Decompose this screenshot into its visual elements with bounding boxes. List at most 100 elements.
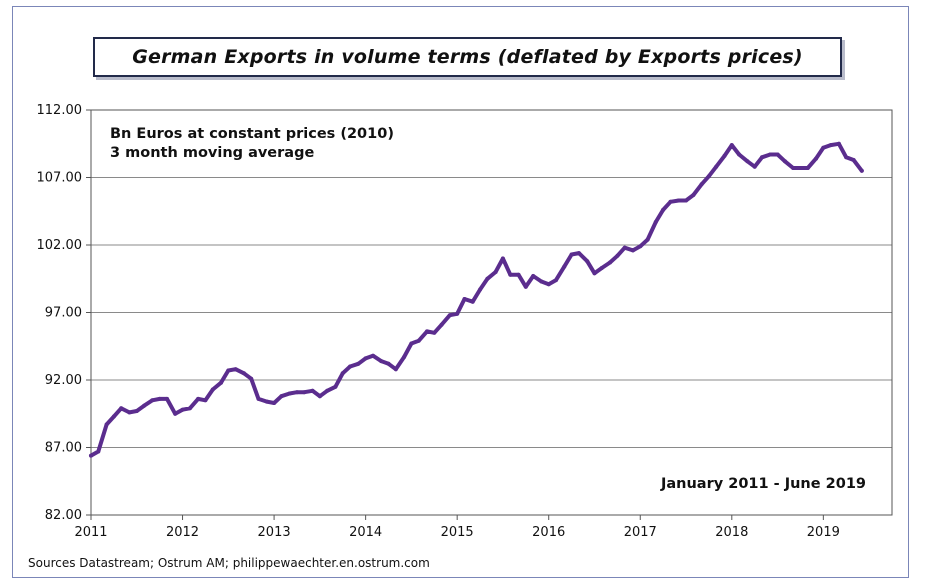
data-point-6 [134,409,139,413]
x-tick-label-4: 2015 [441,525,474,540]
data-point-14 [196,396,201,401]
data-point-53 [493,270,498,274]
data-point-76 [668,199,673,204]
data-point-99 [844,155,849,160]
data-point-32 [333,384,338,389]
data-point-37 [371,353,375,358]
data-point-89 [768,152,773,157]
x-tick-label-6: 2017 [624,525,657,540]
data-point-43 [416,338,421,343]
y-tick-label-4: 102.00 [37,238,83,253]
data-point-67 [599,266,604,270]
data-point-40 [393,367,398,372]
data-point-9 [157,396,162,401]
x-tick-label-2: 2013 [258,525,291,540]
data-point-84 [729,143,734,148]
moving-average-annotation: 3 month moving average [110,145,314,161]
data-point-72 [638,244,643,249]
data-point-69 [615,253,620,258]
data-point-70 [622,245,627,250]
data-point-78 [684,198,688,203]
data-point-49 [462,297,467,301]
data-point-38 [379,359,384,364]
data-point-52 [485,276,490,281]
data-point-58 [531,274,536,278]
data-point-5 [127,410,132,415]
data-point-51 [478,287,483,292]
data-point-96 [821,145,826,150]
series-group [89,141,864,458]
data-point-11 [173,411,178,416]
data-point-73 [645,237,650,242]
data-point-27 [295,390,299,395]
y-tick-label-1: 87.00 [45,441,82,456]
y-tick-label-2: 92.00 [45,373,82,388]
series-line-0 [89,141,864,458]
data-point-75 [661,207,666,212]
plot-area-border [90,109,893,516]
data-point-94 [805,166,810,170]
data-point-0 [89,453,93,458]
source-note: Sources Datastream; Ostrum AM; philippew… [28,556,430,570]
data-point-60 [546,282,551,287]
data-point-45 [432,330,437,335]
data-point-48 [455,311,460,316]
data-point-19 [233,367,238,372]
data-point-2 [104,422,109,427]
data-point-71 [630,248,635,253]
chart-title-box: German Exports in volume terms (deflated… [93,37,842,77]
data-point-54 [500,256,505,261]
data-point-64 [576,251,581,256]
data-point-22 [256,396,261,401]
data-point-15 [203,398,208,403]
data-point-87 [752,164,757,169]
data-point-41 [402,355,407,359]
x-tick-label-8: 2019 [807,525,840,540]
units-annotation: Bn Euros at constant prices (2010) [110,126,394,142]
data-point-20 [241,371,246,376]
data-point-81 [706,174,711,179]
data-point-63 [569,252,574,257]
data-point-95 [814,156,818,161]
data-point-57 [523,284,528,289]
data-point-35 [356,361,361,366]
data-point-66 [592,271,597,276]
data-point-91 [782,159,787,164]
data-point-65 [585,259,590,264]
data-point-31 [325,388,330,393]
chart-frame [12,6,909,578]
x-tick-label-5: 2016 [532,525,565,540]
data-point-44 [425,329,429,334]
chart-title: German Exports in volume terms (deflated… [132,46,803,68]
data-point-39 [386,361,391,366]
data-point-92 [791,166,796,170]
data-point-85 [737,152,742,157]
data-point-29 [310,388,315,393]
data-point-7 [142,403,147,408]
y-tick-label-6: 112.00 [37,103,83,118]
data-point-8 [150,398,155,403]
period-annotation: January 2011 - June 2019 [660,476,866,492]
data-point-36 [363,356,368,361]
x-tick-label-0: 2011 [74,525,107,540]
x-tick-label-3: 2014 [349,525,382,540]
data-point-59 [539,279,544,284]
data-point-46 [439,322,444,327]
data-point-42 [409,341,414,346]
y-tick-label-0: 82.00 [45,508,82,523]
data-point-4 [119,406,124,411]
data-point-50 [470,299,475,304]
x-axis-ticks: 2011 2012 2013 2014 2015 2016 2017 2018 2019 [74,515,840,540]
data-point-30 [317,394,322,399]
data-point-88 [760,155,764,160]
data-point-26 [287,391,292,396]
data-point-17 [219,380,223,385]
data-point-21 [249,376,254,381]
data-point-79 [691,193,696,197]
data-point-83 [722,153,727,158]
data-point-55 [508,272,513,277]
data-point-80 [699,182,704,187]
data-point-68 [608,260,612,265]
data-point-18 [226,368,231,373]
